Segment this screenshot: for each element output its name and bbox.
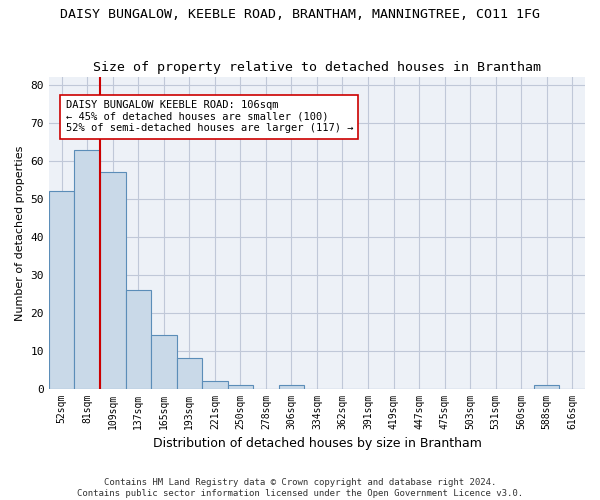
X-axis label: Distribution of detached houses by size in Brantham: Distribution of detached houses by size … [152, 437, 481, 450]
Title: Size of property relative to detached houses in Brantham: Size of property relative to detached ho… [93, 60, 541, 74]
Bar [125, 290, 151, 388]
Text: DAISY BUNGALOW KEEBLE ROAD: 106sqm
← 45% of detached houses are smaller (100)
52: DAISY BUNGALOW KEEBLE ROAD: 106sqm ← 45%… [65, 100, 353, 134]
Bar [202, 381, 227, 388]
Bar [534, 385, 559, 388]
Bar [100, 172, 125, 388]
Y-axis label: Number of detached properties: Number of detached properties [15, 146, 25, 320]
Bar [151, 336, 176, 388]
Bar [74, 150, 100, 388]
Text: Contains HM Land Registry data © Crown copyright and database right 2024.
Contai: Contains HM Land Registry data © Crown c… [77, 478, 523, 498]
Text: DAISY BUNGALOW, KEEBLE ROAD, BRANTHAM, MANNINGTREE, CO11 1FG: DAISY BUNGALOW, KEEBLE ROAD, BRANTHAM, M… [60, 8, 540, 20]
Bar [227, 385, 253, 388]
Bar [49, 192, 74, 388]
Bar [176, 358, 202, 388]
Bar [278, 385, 304, 388]
